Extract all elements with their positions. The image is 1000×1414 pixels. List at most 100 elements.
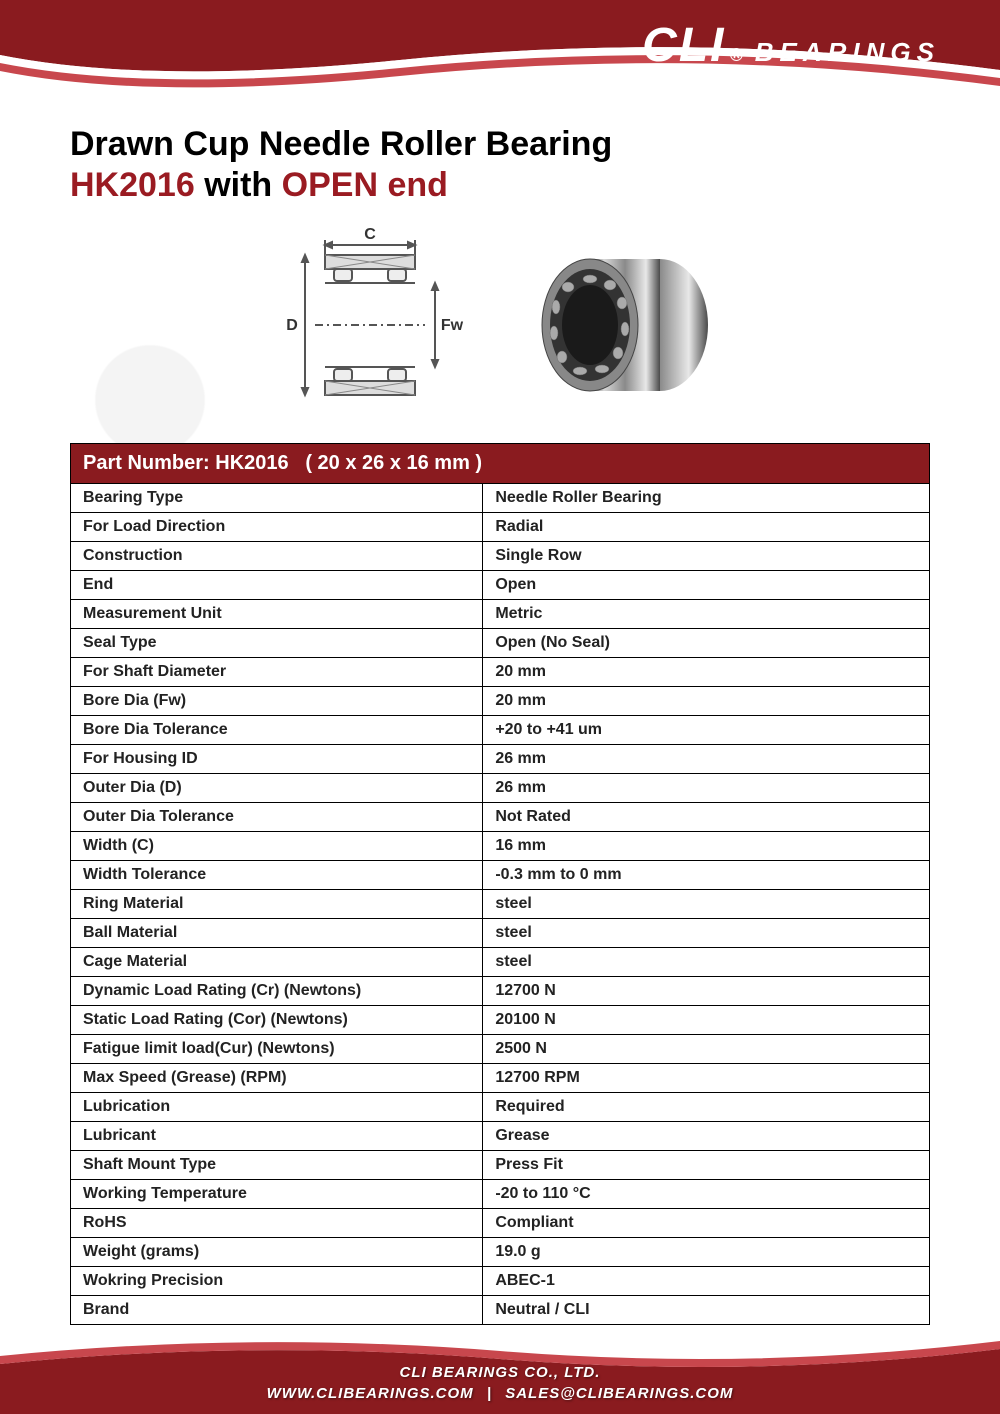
table-row: Outer Dia ToleranceNot Rated: [71, 803, 930, 832]
spec-value: 20 mm: [483, 658, 930, 687]
spec-label: Wokring Precision: [71, 1267, 483, 1296]
table-row: For Shaft Diameter20 mm: [71, 658, 930, 687]
header-prefix: Part Number:: [83, 452, 215, 474]
page-title-line2: HK2016 with OPEN end: [70, 166, 930, 205]
table-row: Dynamic Load Rating (Cr) (Newtons)12700 …: [71, 977, 930, 1006]
spec-label: Dynamic Load Rating (Cr) (Newtons): [71, 977, 483, 1006]
spec-label: Bearing Type: [71, 484, 483, 513]
spec-label: Outer Dia Tolerance: [71, 803, 483, 832]
spec-value: Single Row: [483, 542, 930, 571]
table-row: LubricationRequired: [71, 1093, 930, 1122]
table-row: Bore Dia Tolerance+20 to +41 um: [71, 716, 930, 745]
spec-label: Max Speed (Grease) (RPM): [71, 1064, 483, 1093]
header-band: CLI ® BEARINGS: [0, 0, 1000, 95]
table-row: Width Tolerance-0.3 mm to 0 mm: [71, 861, 930, 890]
spec-value: Not Rated: [483, 803, 930, 832]
spec-value: 20100 N: [483, 1006, 930, 1035]
table-row: Ring Materialsteel: [71, 890, 930, 919]
spec-table: Part Number: HK2016 ( 20 x 26 x 16 mm ) …: [70, 443, 930, 1325]
spec-label: Cage Material: [71, 948, 483, 977]
table-row: EndOpen: [71, 571, 930, 600]
spec-value: -20 to 110 °C: [483, 1180, 930, 1209]
spec-value: Open (No Seal): [483, 629, 930, 658]
spec-label: Construction: [71, 542, 483, 571]
spec-label: Ball Material: [71, 919, 483, 948]
footer-band: CLI BEARINGS CO., LTD. WWW.CLIBEARINGS.C…: [0, 1334, 1000, 1414]
spec-value: steel: [483, 890, 930, 919]
title-variant: OPEN end: [282, 166, 448, 204]
diagram-label-fw: Fw: [441, 317, 464, 334]
spec-value: 16 mm: [483, 832, 930, 861]
table-row: Measurement UnitMetric: [71, 600, 930, 629]
spec-label: Fatigue limit load(Cur) (Newtons): [71, 1035, 483, 1064]
spec-label: Seal Type: [71, 629, 483, 658]
table-row: Working Temperature-20 to 110 °C: [71, 1180, 930, 1209]
spec-value: ABEC-1: [483, 1267, 930, 1296]
spec-value: Compliant: [483, 1209, 930, 1238]
brand-logo: CLI ® BEARINGS: [642, 18, 940, 73]
technical-drawing: C: [270, 225, 470, 425]
spec-value: Neutral / CLI: [483, 1296, 930, 1325]
spec-label: Outer Dia (D): [71, 774, 483, 803]
spec-label: Lubrication: [71, 1093, 483, 1122]
table-row: LubricantGrease: [71, 1122, 930, 1151]
spec-value: Press Fit: [483, 1151, 930, 1180]
spec-label: For Load Direction: [71, 513, 483, 542]
table-row: Static Load Rating (Cor) (Newtons)20100 …: [71, 1006, 930, 1035]
diagram-label-c: C: [364, 226, 376, 243]
table-row: Weight (grams)19.0 g: [71, 1238, 930, 1267]
product-photo: [530, 245, 730, 405]
spec-value: Open: [483, 571, 930, 600]
table-row: BrandNeutral / CLI: [71, 1296, 930, 1325]
spec-label: Static Load Rating (Cor) (Newtons): [71, 1006, 483, 1035]
logo-text-main: CLI: [642, 18, 725, 73]
spec-label: For Housing ID: [71, 745, 483, 774]
spec-value: -0.3 mm to 0 mm: [483, 861, 930, 890]
footer-separator: |: [487, 1385, 492, 1402]
table-row: Cage Materialsteel: [71, 948, 930, 977]
spec-label: Brand: [71, 1296, 483, 1325]
spec-label: Width (C): [71, 832, 483, 861]
table-row: For Load DirectionRadial: [71, 513, 930, 542]
table-row: Bearing TypeNeedle Roller Bearing: [71, 484, 930, 513]
spec-value: Radial: [483, 513, 930, 542]
logo-registered: ®: [729, 45, 744, 66]
spec-label: RoHS: [71, 1209, 483, 1238]
spec-value: 19.0 g: [483, 1238, 930, 1267]
table-row: Shaft Mount TypePress Fit: [71, 1151, 930, 1180]
table-row: Ball Materialsteel: [71, 919, 930, 948]
spec-label: Width Tolerance: [71, 861, 483, 890]
footer-text: CLI BEARINGS CO., LTD. WWW.CLIBEARINGS.C…: [0, 1362, 1000, 1404]
spec-value: +20 to +41 um: [483, 716, 930, 745]
spec-value: 26 mm: [483, 774, 930, 803]
table-row: RoHSCompliant: [71, 1209, 930, 1238]
spec-label: Weight (grams): [71, 1238, 483, 1267]
table-row: Bore Dia (Fw)20 mm: [71, 687, 930, 716]
spec-label: Lubricant: [71, 1122, 483, 1151]
spec-label: Ring Material: [71, 890, 483, 919]
table-row: For Housing ID26 mm: [71, 745, 930, 774]
spec-label: Measurement Unit: [71, 600, 483, 629]
header-dims: ( 20 x 26 x 16 mm ): [305, 452, 482, 474]
spec-label: Bore Dia Tolerance: [71, 716, 483, 745]
footer-email: SALES@CLIBEARINGS.COM: [505, 1385, 733, 1402]
table-row: Max Speed (Grease) (RPM)12700 RPM: [71, 1064, 930, 1093]
spec-value: 26 mm: [483, 745, 930, 774]
logo-text-sub: BEARINGS: [755, 37, 940, 68]
table-row: Seal TypeOpen (No Seal): [71, 629, 930, 658]
spec-label: Working Temperature: [71, 1180, 483, 1209]
main-content: Drawn Cup Needle Roller Bearing HK2016 w…: [0, 95, 1000, 1325]
spec-value: Required: [483, 1093, 930, 1122]
footer-website: WWW.CLIBEARINGS.COM: [267, 1385, 474, 1402]
spec-value: steel: [483, 948, 930, 977]
title-part-number: HK2016: [70, 166, 195, 204]
table-row: Width (C)16 mm: [71, 832, 930, 861]
table-row: Outer Dia (D)26 mm: [71, 774, 930, 803]
spec-value: Grease: [483, 1122, 930, 1151]
spec-label: Shaft Mount Type: [71, 1151, 483, 1180]
spec-label: End: [71, 571, 483, 600]
spec-value: 20 mm: [483, 687, 930, 716]
header-part: HK2016: [215, 452, 288, 474]
footer-company: CLI BEARINGS CO., LTD.: [0, 1362, 1000, 1383]
spec-label: Bore Dia (Fw): [71, 687, 483, 716]
